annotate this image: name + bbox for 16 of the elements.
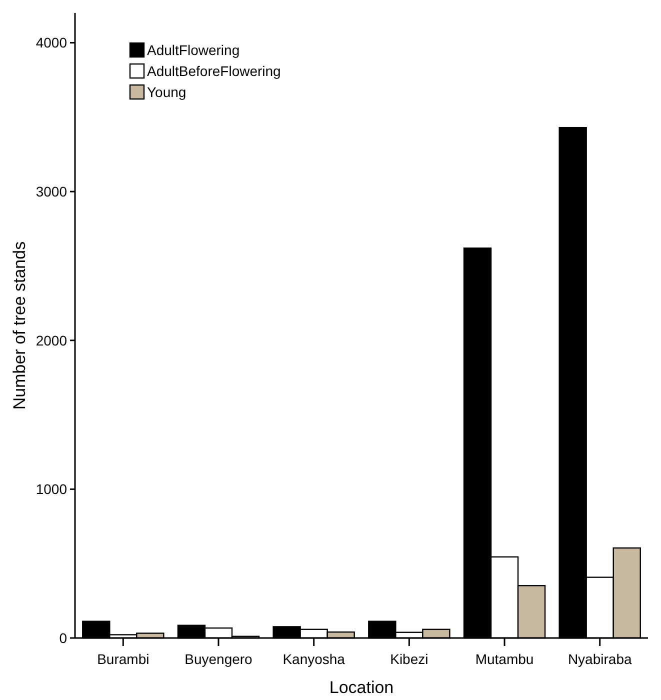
x-tick-label: Kanyosha [282, 651, 346, 667]
y-tick-label: 2000 [36, 332, 68, 348]
x-tick-label: Kibezi [390, 651, 428, 667]
legend-label: AdultBeforeFlowering [147, 63, 281, 79]
y-tick-label: 4000 [36, 34, 68, 51]
x-axis-title: Location [329, 678, 394, 697]
y-axis-title: Number of tree stands [10, 241, 29, 410]
y-tick-label: 0 [59, 630, 68, 646]
y-tick-label: 3000 [36, 183, 68, 200]
x-tick-label: Mutambu [475, 651, 534, 667]
x-tick-label: Buyengero [184, 651, 253, 667]
legend-label: Young [147, 84, 186, 100]
y-tick-label: 1000 [36, 481, 68, 498]
x-tick-label: Burambi [97, 651, 150, 667]
x-tick-label: Nyabiraba [568, 651, 632, 667]
legend-label: AdultFlowering [147, 42, 240, 58]
